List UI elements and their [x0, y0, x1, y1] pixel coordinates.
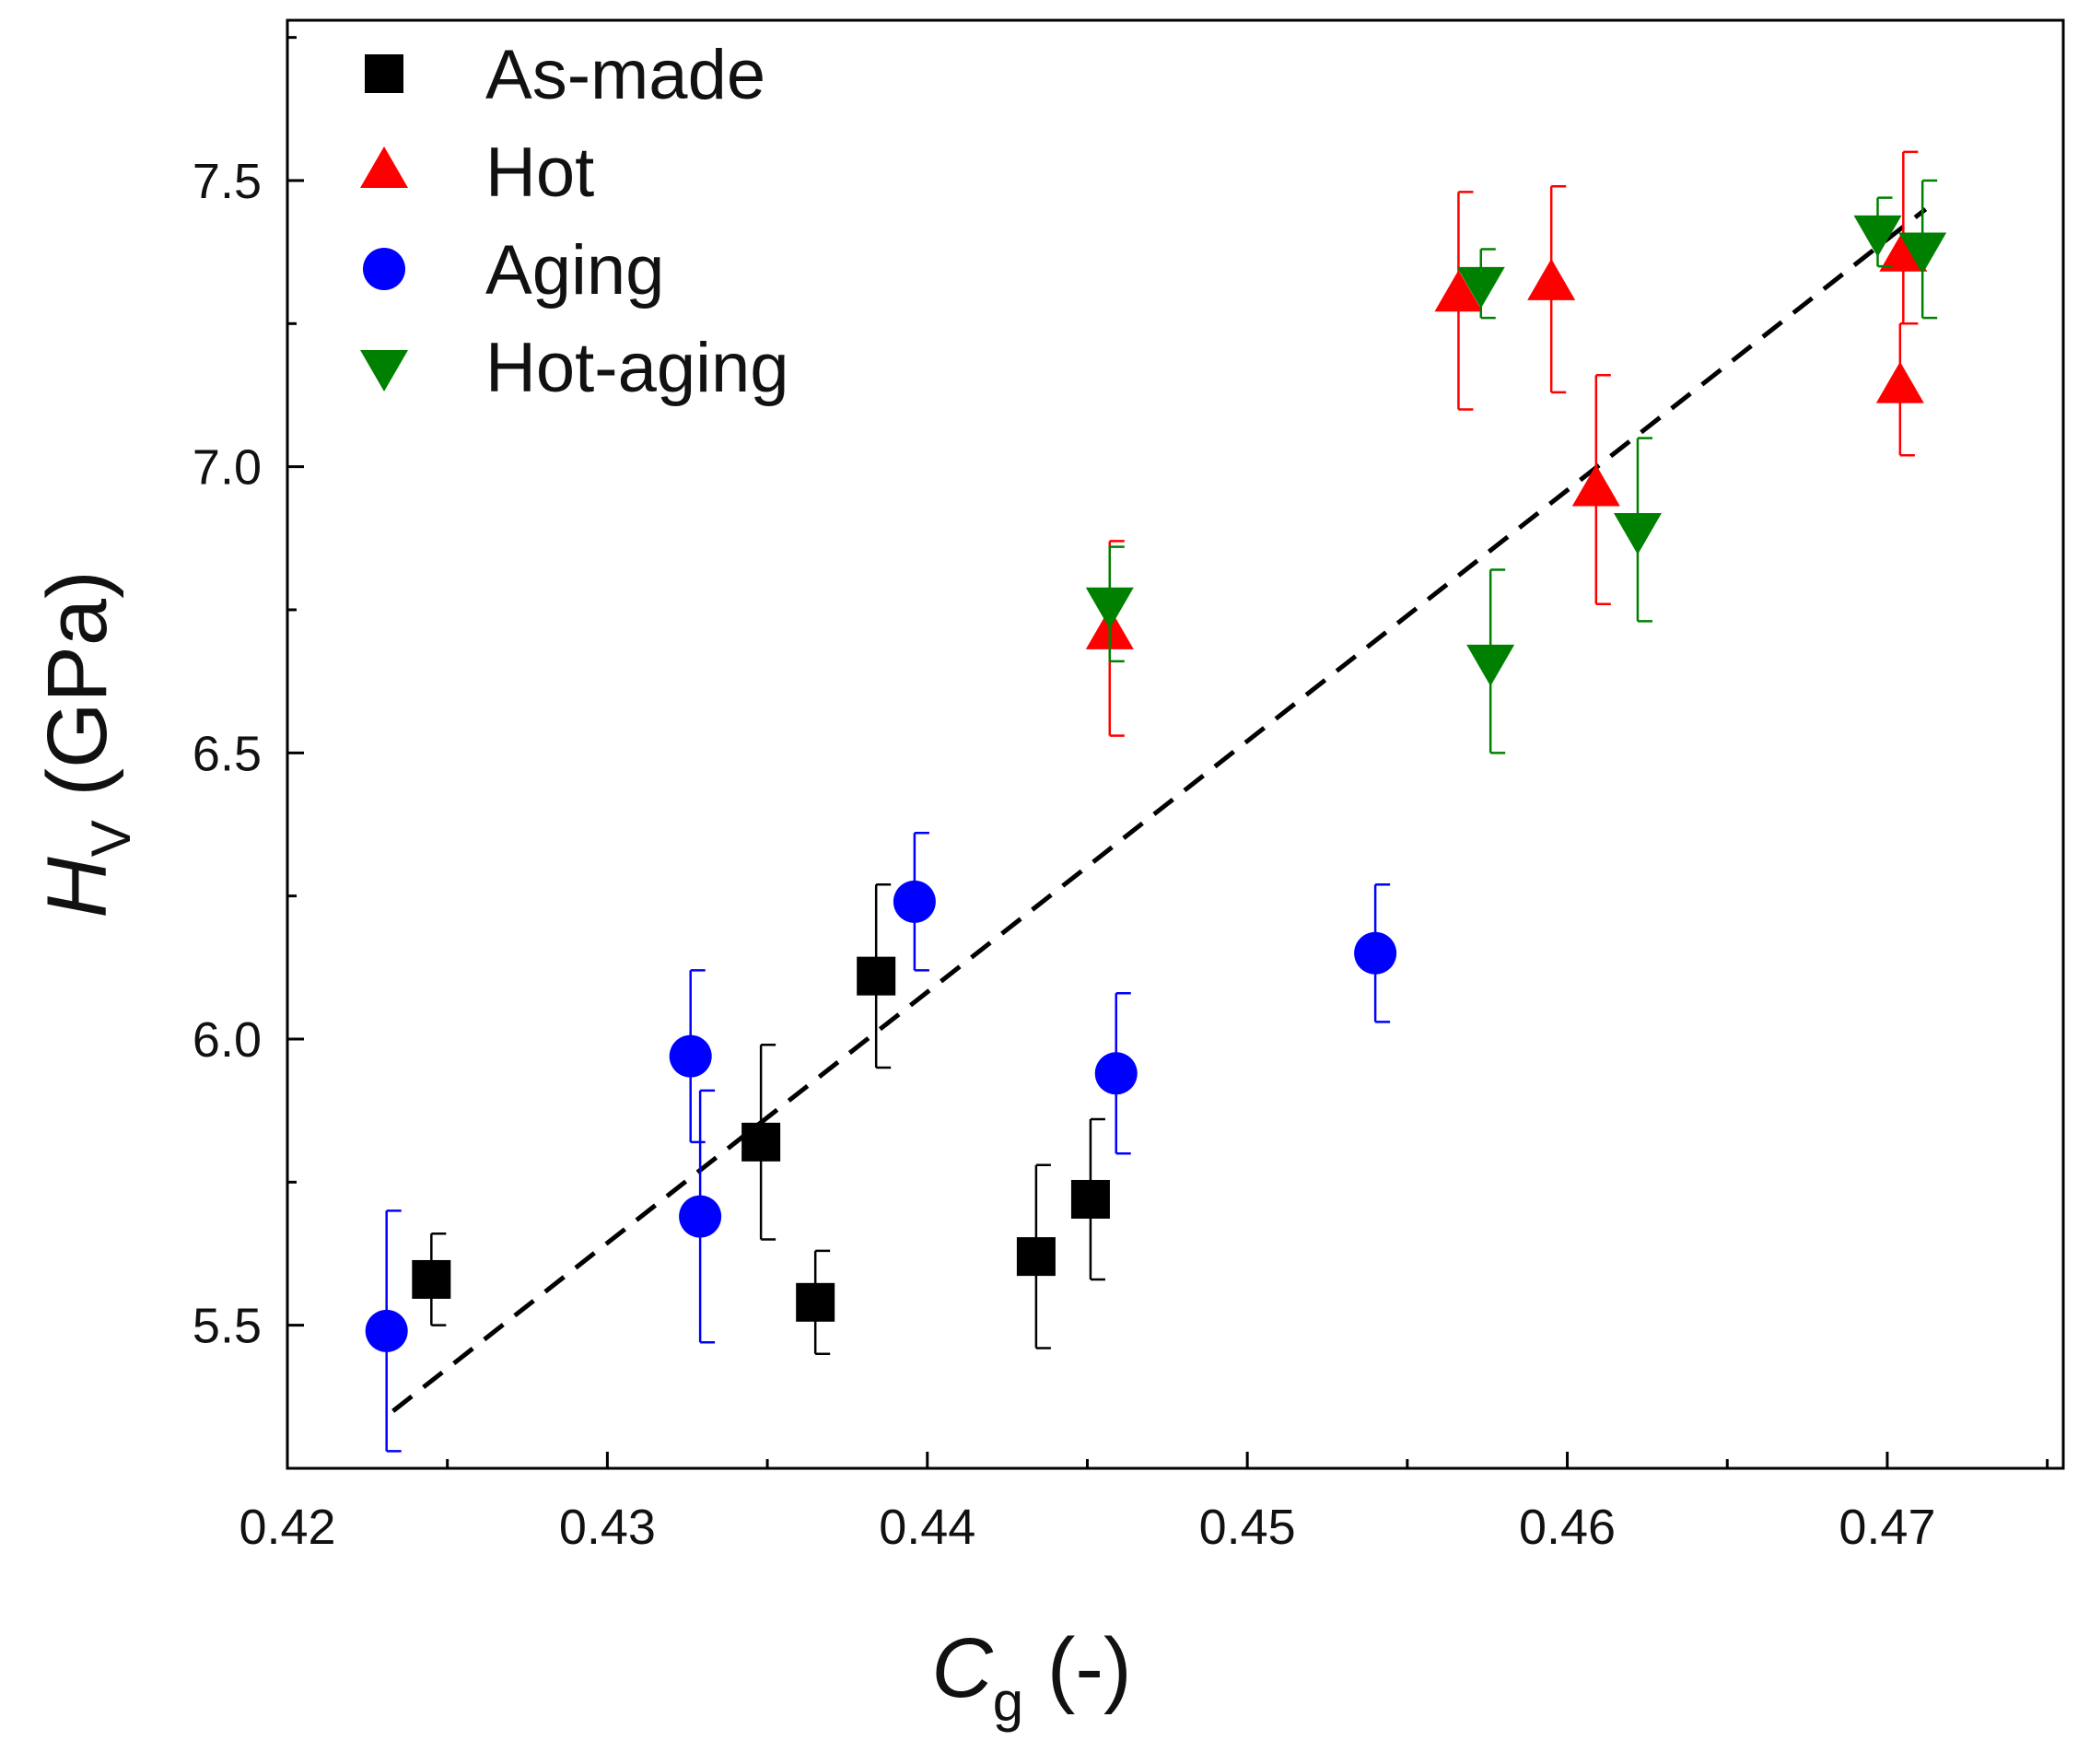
x-tick-label: 0.46	[1519, 1500, 1616, 1555]
data-point	[1456, 266, 1505, 309]
x-axis-title: Cg (-)	[931, 1621, 1131, 1733]
fit-line-layer	[391, 207, 1928, 1413]
legend-marker	[365, 54, 403, 93]
legend-label: Aging	[485, 231, 664, 310]
legend-label: As-made	[485, 36, 765, 114]
x-tick-label: 0.42	[239, 1500, 335, 1555]
data-point	[1571, 464, 1620, 507]
axis-titles: Cg (-) HV (GPa)	[30, 570, 1132, 1733]
data-point	[1853, 215, 1902, 257]
data-point	[857, 956, 896, 996]
legend-marker	[363, 248, 405, 290]
x-tick-label: 0.44	[879, 1500, 975, 1555]
data-point	[1875, 361, 1924, 403]
series-layer	[365, 150, 1947, 1453]
data-point	[1016, 1237, 1056, 1277]
x-tick-label: 0.43	[559, 1500, 656, 1555]
legend-marker	[360, 350, 408, 391]
axis-ticks: 0.42 0.43 0.44 0.45 0.46 0.47 5.5 6.0 6.5 7.0 7.5	[193, 36, 2049, 1555]
series-aging	[365, 832, 1397, 1453]
y-axis-title: HV (GPa)	[30, 570, 142, 917]
plot-frame	[286, 18, 2065, 1470]
legend-marker	[360, 146, 408, 188]
legend-label: Hot-aging	[485, 329, 789, 407]
legend: As-made Hot Aging Hot-aging	[360, 36, 789, 407]
y-tick-label: 6.0	[193, 1012, 262, 1068]
data-point	[1898, 232, 1947, 275]
data-point	[1434, 270, 1483, 312]
legend-label: Hot	[485, 134, 594, 212]
data-point	[1466, 644, 1515, 686]
data-point	[679, 1195, 722, 1238]
data-point	[1085, 587, 1134, 629]
series-hot-aging	[1085, 179, 1947, 754]
data-point	[796, 1282, 835, 1322]
data-point	[365, 1309, 408, 1352]
y-tick-label: 7.5	[193, 154, 262, 209]
data-point	[1070, 1179, 1110, 1219]
series-as-made	[412, 882, 1110, 1355]
data-point	[1527, 258, 1576, 300]
data-point	[669, 1034, 712, 1078]
fit-line	[391, 207, 1928, 1413]
data-point	[412, 1259, 451, 1299]
data-point	[1354, 931, 1397, 975]
data-point	[1613, 512, 1662, 555]
y-tick-label: 7.0	[193, 440, 262, 496]
data-point	[893, 880, 936, 923]
y-tick-label: 6.5	[193, 726, 262, 781]
data-point	[741, 1122, 781, 1162]
y-tick-label: 5.5	[193, 1299, 262, 1354]
data-point	[1094, 1052, 1138, 1095]
x-tick-label: 0.47	[1839, 1500, 1935, 1555]
x-tick-label: 0.45	[1199, 1500, 1296, 1555]
